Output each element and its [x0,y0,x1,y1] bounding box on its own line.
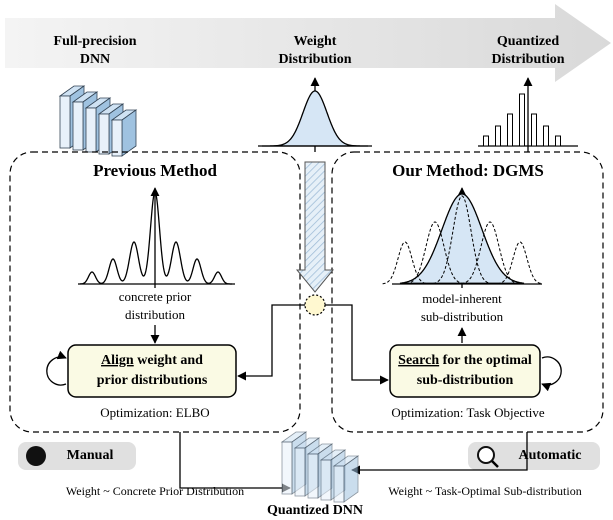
stage-label: Full-precision [54,34,137,49]
layer-front [99,114,109,154]
dist-label: model-inherent [422,291,502,306]
box-emphasis: Align [101,353,134,368]
box-text-rest: weight and [137,353,203,368]
quant-bar [532,114,537,146]
layer-front [308,454,318,498]
badge-label: Automatic [519,448,582,463]
quant-bar [484,136,489,146]
layer-front [334,466,344,502]
dist-label: concrete prior [119,289,192,304]
panel-title: Our Method: DGMS [392,161,544,180]
arrow [325,305,388,380]
badge-label: Manual [67,448,114,463]
badge-icon [478,447,494,463]
quant-bar [556,136,561,146]
layer-front [112,120,122,156]
output-label: Quantized DNN [267,503,363,518]
quant-bar [520,94,525,146]
quant-bar [508,114,513,146]
stage-label: Distribution [278,52,351,67]
arrow [238,305,305,376]
prior-curve [80,192,232,284]
optimization-label: Optimization: ELBO [100,405,209,420]
loop-arrow [47,357,66,385]
caption: Weight ~ Concrete Prior Distribution [66,484,244,498]
gaussian [262,91,368,146]
layer-front [321,460,331,500]
optimization-label: Optimization: Task Objective [391,405,545,420]
layer-front [60,96,70,148]
figure: Full-precision DNN Weight Distribution Quant… [0,0,613,520]
dist-label: sub-distribution [421,309,504,324]
box-emphasis: Search [398,353,439,368]
box-text: Align weight and [101,353,203,368]
stage-label: Weight [294,34,337,49]
stage-label: Distribution [491,52,564,67]
stage-label: DNN [80,52,110,67]
panel-title: Previous Method [93,161,217,180]
layer-front [282,442,292,494]
box-text-rest: for the optimal [443,353,532,368]
loop-arrow [542,357,561,385]
flow-arrow [297,162,333,292]
junction [305,295,325,315]
arrow [180,432,290,488]
layer-front [295,448,305,496]
box-text: sub-distribution [417,373,514,388]
layer-front [86,108,96,152]
box-text: prior distributions [97,373,208,388]
badge-icon [26,446,46,466]
box-text: Search for the optimal [398,353,532,368]
stage-label: Quantized [497,34,559,49]
layer-front [73,102,83,150]
quant-bar [544,126,549,146]
dist-label: distribution [125,307,185,322]
quant-bar [496,126,501,146]
caption: Weight ~ Task-Optimal Sub-distribution [388,484,581,498]
shapes [5,4,611,502]
